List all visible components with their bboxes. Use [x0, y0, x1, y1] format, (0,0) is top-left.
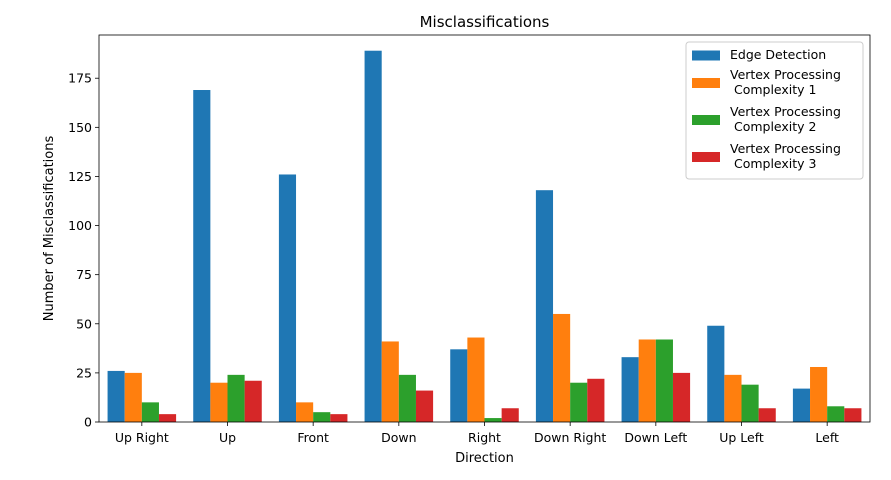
- legend: Edge Detection Vertex Processing Complexi…: [685, 41, 864, 180]
- bar-s2-2: [313, 412, 331, 422]
- bar-s3-6: [672, 372, 691, 422]
- bar-s2-4: [484, 418, 502, 422]
- bar-s3-4: [501, 408, 519, 422]
- legend-label-2: Vertex Processing Complexity 2: [730, 104, 841, 134]
- bar-s3-7: [758, 408, 776, 422]
- y-tick-label-0: 0: [84, 415, 92, 430]
- y-axis: 0 25 50 75 100 125 150 175: [68, 71, 99, 430]
- x-tick-label-2: Front: [297, 430, 329, 445]
- bar-s0-8: [792, 388, 811, 422]
- x-tick-label-7: Up Left: [719, 430, 764, 445]
- legend-label-1: Vertex Processing Complexity 1: [730, 67, 841, 97]
- bar-s2-5: [570, 382, 588, 422]
- x-tick-label-0: Up Right: [115, 430, 169, 445]
- legend-swatch-0: [692, 50, 720, 61]
- bar-s2-3: [398, 374, 416, 422]
- bar-s1-2: [296, 402, 314, 422]
- bar-s0-6: [621, 357, 639, 422]
- x-axis-label: Direction: [455, 451, 514, 466]
- bar-s1-3: [381, 341, 399, 422]
- plot-frame: [98, 34, 871, 423]
- bar-s3-2: [330, 414, 348, 422]
- bar-s2-7: [741, 384, 759, 422]
- legend-box: [685, 41, 864, 180]
- bar-s1-0: [124, 372, 142, 422]
- x-tick-label-4: Right: [468, 430, 501, 445]
- bar-s2-1: [227, 374, 245, 422]
- bar-s3-1: [244, 380, 262, 422]
- bar-s2-8: [827, 406, 845, 422]
- bar-s0-1: [193, 90, 211, 423]
- bar-s0-3: [364, 50, 382, 423]
- bar-s1-1: [210, 382, 228, 422]
- bar-s3-3: [415, 390, 434, 422]
- bar-s0-0: [107, 370, 125, 422]
- chart-title: Misclassifications: [420, 13, 550, 31]
- bar-s1-7: [724, 374, 742, 422]
- legend-swatch-2: [692, 115, 720, 125]
- bar-s2-6: [655, 339, 673, 422]
- x-tick-label-6: Down Left: [624, 430, 687, 445]
- bars-group: [107, 50, 862, 423]
- y-tick-label-4: 100: [68, 218, 92, 233]
- x-tick-label-1: Up: [219, 430, 236, 445]
- y-tick-label-5: 125: [68, 169, 92, 184]
- y-tick-label-6: 150: [68, 120, 92, 135]
- bar-s0-2: [278, 174, 297, 422]
- y-tick-label-2: 50: [76, 316, 92, 331]
- x-tick-label-3: Down: [381, 430, 416, 445]
- bar-s1-6: [638, 339, 656, 422]
- legend-label-3: Vertex Processing Complexity 3: [730, 141, 841, 171]
- bar-s1-4: [467, 337, 485, 422]
- bar-s1-5: [553, 313, 571, 422]
- bar-s3-0: [158, 414, 177, 422]
- x-axis: Up Right Up Front Down Right Down Right Down L…: [115, 422, 839, 445]
- bar-s1-8: [810, 366, 828, 422]
- bar-s0-7: [707, 325, 725, 422]
- y-tick-label-3: 75: [76, 267, 92, 282]
- bar-s0-4: [450, 349, 468, 422]
- x-tick-label-8: Left: [815, 430, 839, 445]
- legend-label-0: Edge Detection: [730, 47, 826, 62]
- bar-s2-0: [141, 402, 159, 422]
- y-tick-label-7: 175: [68, 71, 92, 86]
- y-tick-label-1: 25: [76, 365, 92, 380]
- legend-swatch-1: [692, 78, 720, 88]
- legend-swatch-3: [692, 152, 720, 162]
- bar-s0-5: [535, 190, 554, 422]
- bar-s3-8: [844, 408, 862, 422]
- x-tick-label-5: Down Right: [534, 430, 606, 445]
- bar-s3-5: [587, 378, 605, 422]
- y-axis-label: Number of Misclassifications: [42, 136, 57, 322]
